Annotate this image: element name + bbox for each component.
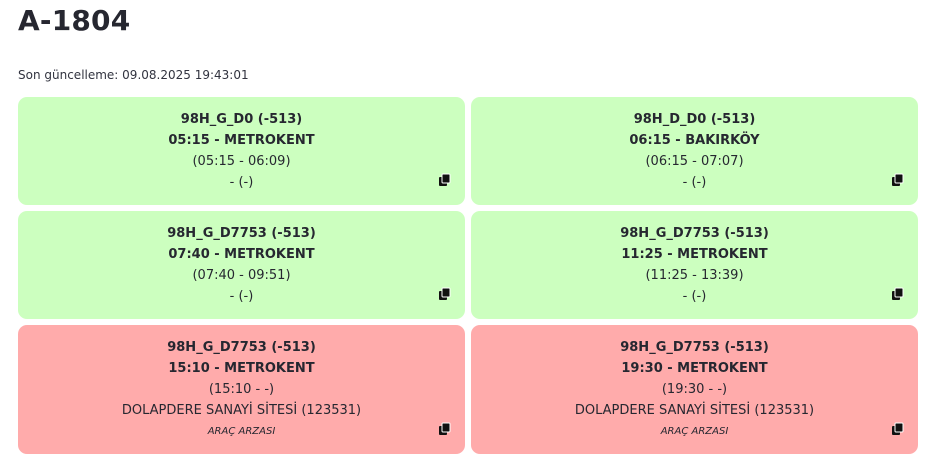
trip-departure: 05:15 - METROKENT — [168, 133, 315, 148]
trip-fault-note: ARAÇ ARZASI — [660, 426, 729, 437]
trip-card: 98H_G_D0 (-513) 05:15 - METROKENT (05:15… — [18, 97, 465, 205]
copy-icon[interactable] — [891, 173, 905, 187]
trip-time-range: (15:10 - -) — [208, 382, 275, 397]
copy-icon[interactable] — [438, 173, 452, 187]
trip-departure: 07:40 - METROKENT — [168, 247, 315, 262]
trip-fault-note: ARAÇ ARZASI — [207, 426, 276, 437]
last-update-text: Son güncelleme: 09.08.2025 19:43:01 — [18, 68, 249, 82]
trip-departure: 06:15 - BAKIRKÖY — [629, 133, 760, 148]
trip-card: 98H_G_D7753 (-513) 11:25 - METROKENT (11… — [471, 211, 918, 319]
trip-departure: 11:25 - METROKENT — [621, 247, 768, 262]
trip-location: - (-) — [229, 175, 254, 190]
copy-icon[interactable] — [438, 287, 452, 301]
trip-location: - (-) — [682, 289, 707, 304]
trip-time-range: (06:15 - 07:07) — [645, 154, 744, 169]
trip-card: 98H_G_D7753 (-513) 15:10 - METROKENT (15… — [18, 325, 465, 454]
trip-card: 98H_D_D0 (-513) 06:15 - BAKIRKÖY (06:15 … — [471, 97, 918, 205]
trip-card: 98H_G_D7753 (-513) 19:30 - METROKENT (19… — [471, 325, 918, 454]
copy-icon[interactable] — [891, 287, 905, 301]
trip-location: - (-) — [229, 289, 254, 304]
trip-route: 98H_G_D7753 (-513) — [167, 340, 316, 355]
trip-location: - (-) — [682, 175, 707, 190]
copy-icon[interactable] — [438, 422, 452, 436]
trip-departure: 15:10 - METROKENT — [168, 361, 315, 376]
trip-route: 98H_G_D7753 (-513) — [620, 226, 769, 241]
trip-time-range: (07:40 - 09:51) — [192, 268, 291, 283]
copy-icon[interactable] — [891, 422, 905, 436]
trip-card-grid: 98H_G_D0 (-513) 05:15 - METROKENT (05:15… — [18, 97, 918, 454]
trip-location: DOLAPDERE SANAYİ SİTESİ (123531) — [121, 403, 362, 418]
trip-route: 98H_G_D7753 (-513) — [167, 226, 316, 241]
page-title: A-1804 — [18, 4, 131, 37]
trip-card: 98H_G_D7753 (-513) 07:40 - METROKENT (07… — [18, 211, 465, 319]
trip-route: 98H_G_D0 (-513) — [180, 112, 303, 127]
trip-route: 98H_G_D7753 (-513) — [620, 340, 769, 355]
trip-route: 98H_D_D0 (-513) — [633, 112, 756, 127]
trip-time-range: (19:30 - -) — [661, 382, 728, 397]
trip-time-range: (11:25 - 13:39) — [645, 268, 744, 283]
trip-departure: 19:30 - METROKENT — [621, 361, 768, 376]
trip-location: DOLAPDERE SANAYİ SİTESİ (123531) — [574, 403, 815, 418]
trip-time-range: (05:15 - 06:09) — [192, 154, 291, 169]
